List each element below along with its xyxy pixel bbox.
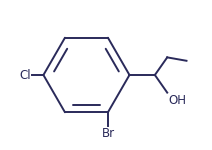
Text: Br: Br	[101, 127, 114, 140]
Text: OH: OH	[168, 94, 186, 107]
Text: Cl: Cl	[19, 69, 31, 81]
